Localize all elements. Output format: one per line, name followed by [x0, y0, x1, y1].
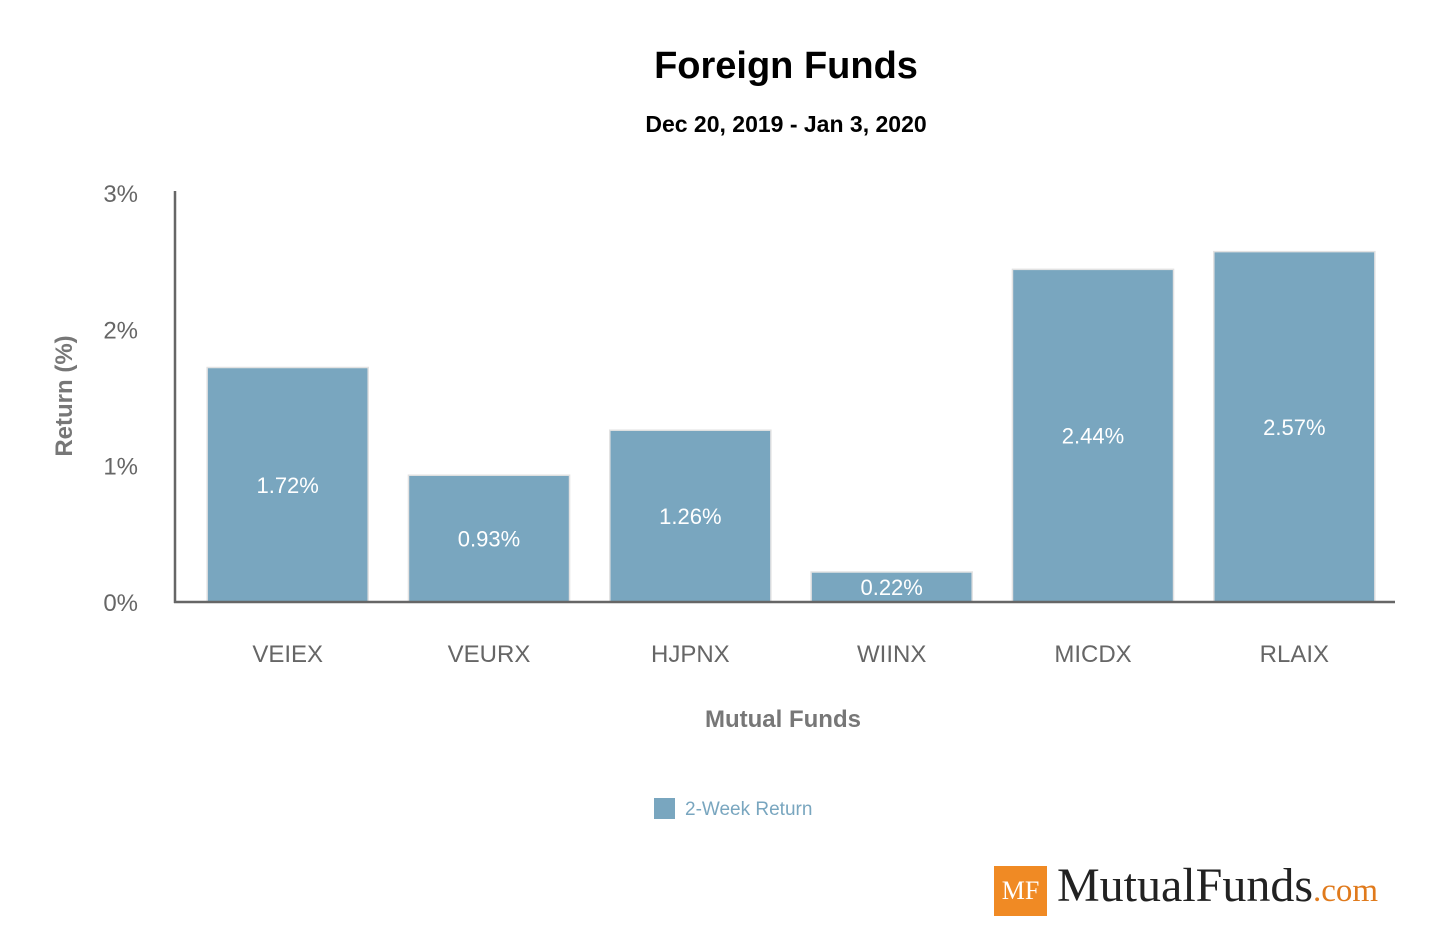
- bar-rlaix[interactable]: [1213, 250, 1376, 603]
- brand-tld: .com: [1313, 873, 1379, 909]
- data-label-hjpnx: 1.26%: [659, 504, 721, 529]
- legend-swatch: [654, 798, 675, 819]
- data-label-veiex: 1.72%: [256, 473, 318, 498]
- legend-label[interactable]: 2-Week Return: [685, 799, 812, 820]
- data-label-wiinx: 0.22%: [860, 575, 922, 600]
- data-label-rlaix: 2.57%: [1263, 415, 1325, 440]
- bar-veurx[interactable]: [407, 474, 571, 603]
- y-tick-label: 2%: [103, 317, 138, 344]
- y-tick-label: 0%: [103, 590, 138, 617]
- brand-logo-wordmark[interactable]: MutualFunds.com: [1057, 858, 1378, 913]
- data-labels-group: 1.72% 0.93% 1.26% 0.22% 2.44% 2.57%: [256, 415, 1325, 600]
- x-tick-label-hjpnx: HJPNX: [651, 641, 730, 668]
- bar-micdx[interactable]: [1011, 268, 1175, 603]
- chart-subtitle: Dec 20, 2019 - Jan 3, 2020: [645, 111, 926, 137]
- x-axis-ticks: VEIEX VEURX HJPNX WIINX MICDX RLAIX: [252, 641, 1329, 668]
- y-axis-title: Return (%): [51, 335, 78, 456]
- x-tick-label-veurx: VEURX: [448, 641, 531, 668]
- y-tick-label: 1%: [103, 454, 138, 481]
- data-label-veurx: 0.93%: [458, 527, 520, 552]
- x-tick-label-micdx: MICDX: [1054, 641, 1131, 668]
- data-label-micdx: 2.44%: [1062, 424, 1124, 449]
- bar-wiinx[interactable]: [810, 571, 973, 603]
- y-tick-label: 3%: [103, 181, 138, 208]
- x-tick-label-wiinx: WIINX: [857, 641, 926, 668]
- bars-group: [206, 250, 1376, 603]
- chart-title: Foreign Funds: [654, 45, 918, 87]
- x-axis-title: Mutual Funds: [705, 706, 861, 733]
- brand-name: MutualFunds: [1057, 859, 1314, 912]
- brand-logo-mark: MF: [994, 866, 1047, 916]
- x-tick-label-rlaix: RLAIX: [1260, 641, 1329, 668]
- x-tick-label-veiex: VEIEX: [252, 641, 323, 668]
- bar-hjpnx[interactable]: [609, 429, 772, 603]
- bar-veiex[interactable]: [206, 366, 369, 603]
- y-axis-ticks: 0% 1% 2% 3%: [103, 181, 138, 617]
- legend[interactable]: 2-Week Return: [654, 798, 812, 820]
